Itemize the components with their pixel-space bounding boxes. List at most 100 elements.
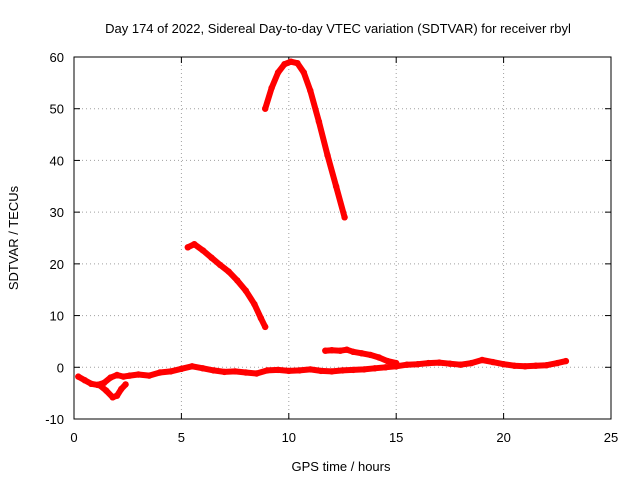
data-point xyxy=(221,368,228,376)
data-point xyxy=(339,367,346,374)
data-point xyxy=(367,351,374,359)
series-baseline xyxy=(75,356,570,389)
data-point xyxy=(414,361,421,368)
data-point xyxy=(332,183,340,190)
data-point xyxy=(350,366,357,374)
data-point xyxy=(251,301,258,308)
series-line xyxy=(262,58,348,221)
data-point xyxy=(478,356,486,364)
data-point xyxy=(384,357,391,365)
series-arc-5h xyxy=(184,241,269,331)
data-point xyxy=(146,372,153,379)
data-point xyxy=(285,367,292,375)
data-point xyxy=(294,60,301,67)
data-point xyxy=(216,261,224,269)
data-point xyxy=(126,372,133,379)
data-point xyxy=(287,58,295,65)
data-point xyxy=(191,241,198,248)
data-point xyxy=(343,346,350,353)
data-point xyxy=(328,347,335,354)
x-axis-label: GPS time / hours xyxy=(292,459,391,474)
data-point xyxy=(337,347,344,354)
data-point xyxy=(393,359,400,367)
data-point xyxy=(457,361,464,368)
data-point xyxy=(88,380,95,387)
data-point xyxy=(328,368,335,375)
y-tick-label: 40 xyxy=(50,153,64,168)
data-point xyxy=(382,364,389,371)
x-tick-label: 0 xyxy=(70,430,77,445)
data-point xyxy=(264,367,271,374)
data-point xyxy=(425,359,432,367)
data-point xyxy=(315,118,323,125)
y-tick-label: 30 xyxy=(50,205,64,220)
data-point xyxy=(96,382,104,389)
y-tick-label: 10 xyxy=(50,309,64,324)
data-series xyxy=(75,58,570,401)
plot-frame xyxy=(73,56,612,420)
x-tick-label: 10 xyxy=(282,430,296,445)
y-tick-label: 60 xyxy=(50,50,64,65)
data-point xyxy=(199,247,207,254)
data-point xyxy=(317,367,325,375)
data-point xyxy=(350,348,357,355)
y-tick-label: -10 xyxy=(45,412,64,427)
data-point xyxy=(208,254,215,261)
chart-title: Day 174 of 2022, Sidereal Day-to-day VTE… xyxy=(105,21,571,36)
data-point xyxy=(341,214,348,221)
data-point xyxy=(468,359,475,367)
data-point xyxy=(199,365,207,372)
x-tick-label: 25 xyxy=(604,430,618,445)
data-point xyxy=(242,369,249,376)
data-point xyxy=(489,358,497,366)
data-point xyxy=(122,381,129,388)
x-tick-label: 5 xyxy=(178,430,185,445)
data-point xyxy=(532,362,539,369)
y-tick-label: 0 xyxy=(57,360,64,375)
data-point xyxy=(324,152,331,159)
data-point xyxy=(253,370,260,377)
data-point xyxy=(107,374,114,381)
data-point xyxy=(543,362,550,369)
data-point xyxy=(242,287,249,294)
data-point xyxy=(262,105,269,112)
data-point xyxy=(120,373,127,380)
data-point xyxy=(167,368,174,375)
data-point xyxy=(156,369,164,376)
series-arc-9h xyxy=(262,58,348,221)
data-point xyxy=(274,366,282,374)
series-line xyxy=(322,346,400,367)
data-point xyxy=(358,350,365,357)
data-point xyxy=(307,366,314,373)
data-point xyxy=(135,371,142,378)
data-point xyxy=(188,363,196,370)
data-point xyxy=(375,354,383,361)
data-point xyxy=(296,367,303,374)
data-point xyxy=(511,362,518,369)
data-point xyxy=(500,361,507,368)
series-dip xyxy=(96,381,129,401)
x-tick-label: 20 xyxy=(496,430,510,445)
data-point xyxy=(554,359,561,367)
data-point xyxy=(184,244,191,251)
y-axis-label: SDTVAR / TECUs xyxy=(6,185,21,290)
data-point xyxy=(231,368,239,375)
data-point xyxy=(268,84,275,92)
data-point xyxy=(113,392,121,399)
data-point xyxy=(322,347,329,354)
data-point xyxy=(281,60,288,68)
data-point xyxy=(307,87,314,94)
data-point xyxy=(371,365,378,372)
data-point xyxy=(103,387,110,394)
x-tick-label: 15 xyxy=(389,430,403,445)
data-point xyxy=(257,315,265,322)
data-point xyxy=(81,377,88,384)
y-tick-label: 20 xyxy=(50,257,64,272)
data-point xyxy=(274,69,282,76)
data-point xyxy=(562,357,570,365)
data-point xyxy=(118,385,125,393)
data-point xyxy=(178,365,185,372)
data-point xyxy=(210,367,217,374)
series-line xyxy=(184,241,269,330)
